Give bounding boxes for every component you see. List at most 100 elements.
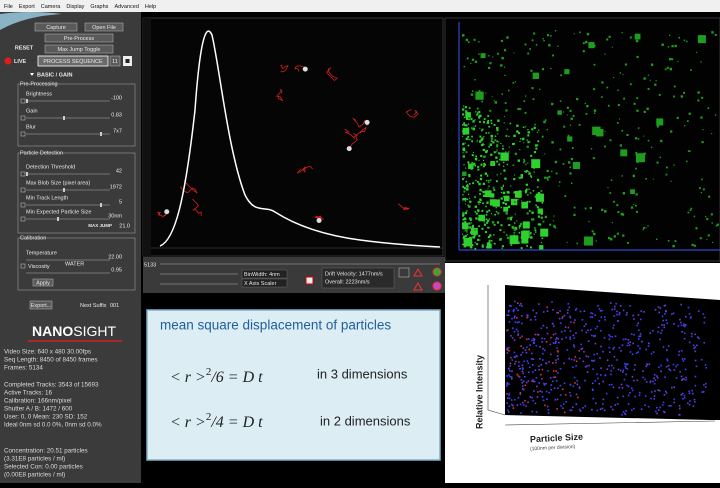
scatter-point <box>514 213 516 215</box>
checkbox[interactable] <box>20 131 26 137</box>
scatter-point <box>492 199 500 207</box>
plot-3d-point <box>522 367 524 369</box>
plot-3d-point <box>608 346 611 349</box>
scatter-point <box>502 201 505 205</box>
menu-item[interactable]: Display <box>66 4 84 10</box>
reset-label[interactable]: RESET <box>15 45 34 51</box>
scatter-point <box>473 196 476 199</box>
checkbox[interactable] <box>20 98 26 104</box>
basic-gain-label[interactable]: BASIC / GAIN <box>37 72 72 78</box>
plot-3d-point <box>615 302 617 305</box>
plot-3d-point <box>662 319 664 322</box>
scatter-point <box>471 90 474 92</box>
sequence-box[interactable] <box>109 55 121 67</box>
scatter-point <box>513 174 515 176</box>
checkbox[interactable] <box>20 171 26 177</box>
slider-thumb[interactable] <box>26 99 28 103</box>
scatter-point <box>501 56 504 60</box>
plot-3d-point <box>666 359 669 362</box>
plot-3d-point <box>692 405 695 408</box>
tool-button[interactable] <box>413 281 423 291</box>
tool-button[interactable] <box>413 267 423 277</box>
expand-arrow[interactable] <box>30 73 34 76</box>
scatter-point <box>622 73 624 75</box>
slider-thumb[interactable] <box>26 172 28 176</box>
scatter-point <box>483 136 485 138</box>
menu-item[interactable]: Graphs <box>90 4 108 10</box>
plot-3d-point <box>541 341 543 343</box>
live-label[interactable]: LIVE <box>14 59 27 65</box>
open-file-button[interactable] <box>84 22 124 32</box>
tool-button[interactable] <box>432 281 442 291</box>
max-jump-toggle-button[interactable] <box>44 44 114 54</box>
scatter-point <box>533 151 537 154</box>
export-button[interactable] <box>29 300 53 310</box>
checkbox[interactable] <box>20 115 26 121</box>
menu-item[interactable]: Camera <box>41 4 62 10</box>
capture-label[interactable]: Capture <box>46 25 66 31</box>
open-file-label[interactable]: Open File <box>92 25 116 31</box>
export-label[interactable]: Export... <box>31 303 52 309</box>
slider-thumb[interactable] <box>100 132 102 136</box>
apply-button[interactable] <box>32 278 54 287</box>
scatter-point <box>584 207 587 210</box>
plot-3d-point <box>564 326 567 329</box>
scatter-point <box>496 140 498 142</box>
pre-process-button[interactable] <box>44 33 114 43</box>
plot-3d-point <box>624 367 627 369</box>
tool-button[interactable] <box>398 267 410 278</box>
max-jump-toggle-label[interactable]: Max Jump Toggle <box>57 47 100 53</box>
plot-3d-point <box>669 369 672 372</box>
plot-3d-point <box>637 351 640 353</box>
slider-thumb[interactable] <box>57 217 59 221</box>
particle-tracks <box>157 64 419 224</box>
scatter-point <box>636 109 639 112</box>
plot-3d-point <box>514 356 516 359</box>
scatter-point <box>554 30 557 32</box>
plot-3d-point <box>568 306 571 309</box>
scatter-point <box>517 159 521 162</box>
checkbox[interactable] <box>20 202 26 208</box>
scatter-point <box>472 151 475 153</box>
scatter-point <box>484 150 488 154</box>
process-sequence-button[interactable] <box>37 55 109 67</box>
tool-button[interactable] <box>432 267 442 277</box>
slider-thumb[interactable] <box>63 116 65 120</box>
plot-3d-point <box>583 325 586 327</box>
plot-3d-point <box>582 407 584 409</box>
plot-3d-point <box>547 409 550 411</box>
slider-thumb[interactable] <box>100 203 102 207</box>
menu-item[interactable]: Export <box>19 4 35 10</box>
bin-width-box <box>241 269 288 279</box>
scatter-point <box>712 241 714 243</box>
checkbox[interactable] <box>20 187 26 193</box>
scatter-point <box>672 244 675 248</box>
apply-label[interactable]: Apply <box>36 280 50 286</box>
scaler-button[interactable] <box>305 276 314 285</box>
scatter-point <box>513 177 516 181</box>
slider-thumb[interactable] <box>63 188 65 192</box>
scatter-point <box>499 238 502 241</box>
scatter-point <box>487 131 490 134</box>
scatter-point <box>697 35 706 44</box>
menu-item[interactable]: Advanced <box>114 4 138 10</box>
live-indicator[interactable] <box>4 57 12 65</box>
scatter-point <box>467 144 470 147</box>
x-axis-scaler: X Axis Scaler <box>244 281 277 287</box>
menu-item[interactable]: Help <box>145 4 156 10</box>
scatter-point <box>593 88 596 91</box>
menu-item[interactable]: File <box>4 4 13 10</box>
plot-3d-point <box>704 386 707 388</box>
scatter-point <box>578 124 581 126</box>
checkbox[interactable] <box>20 216 26 222</box>
scatter-point <box>537 223 540 226</box>
plot-3d-point <box>510 378 513 380</box>
process-sequence-label[interactable]: PROCESS SEQUENCE <box>43 59 103 65</box>
viscosity-checkbox[interactable] <box>20 263 26 269</box>
scatter-point <box>489 109 492 112</box>
scatter-point <box>716 223 719 226</box>
capture-button[interactable] <box>34 22 78 32</box>
scatter-point <box>474 125 477 127</box>
pre-process-label[interactable]: Pre-Process <box>64 36 95 42</box>
scatter-point <box>666 66 669 69</box>
